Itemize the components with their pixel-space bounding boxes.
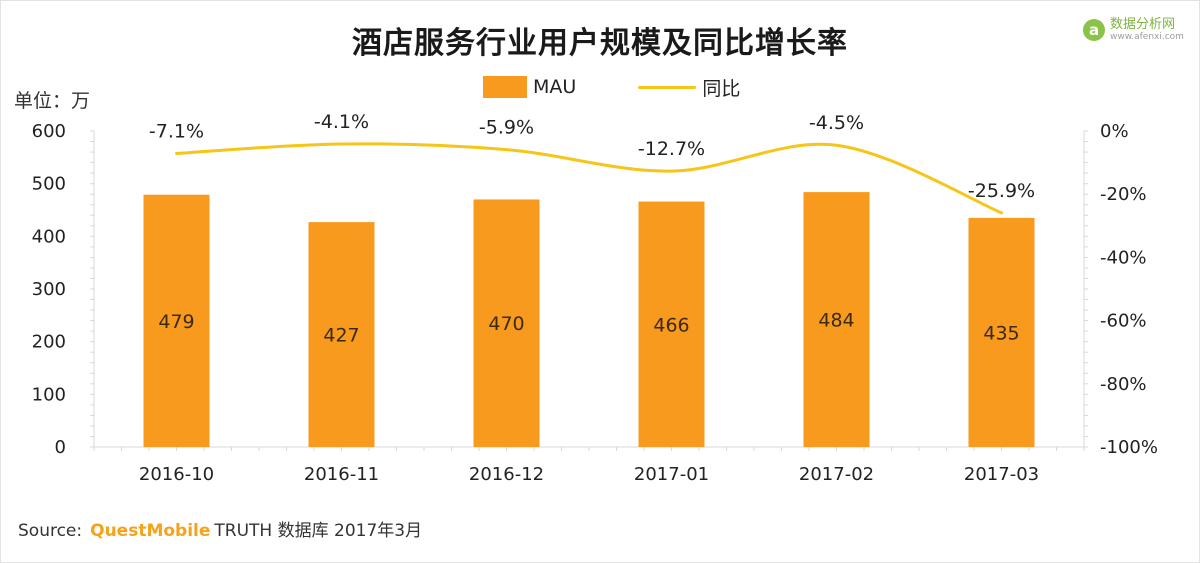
legend: MAU 同比	[483, 74, 740, 100]
line-value-label: -7.1%	[149, 120, 204, 142]
line-value-label: -12.7%	[638, 138, 705, 160]
y-left-tick-label: 500	[32, 174, 66, 195]
line-value-label: -4.1%	[314, 111, 369, 133]
bar-mau	[473, 199, 540, 447]
line-value-label: -4.5%	[809, 112, 864, 134]
y-left-tick-label: 200	[32, 332, 66, 353]
y-right-tick-label: -60%	[1100, 311, 1147, 332]
legend-line-label: 同比	[702, 77, 741, 100]
y-left-tick-label: 0	[55, 437, 66, 458]
source-suffix: TRUTH 数据库 2017年3月	[214, 521, 423, 541]
x-tick-label: 2017-03	[964, 464, 1039, 485]
bar-mau	[143, 194, 210, 447]
x-tick-label: 2016-10	[139, 464, 214, 485]
watermark-text: 数据分析网 www.afenxi.com	[1110, 18, 1184, 42]
x-tick-label: 2017-02	[799, 464, 874, 485]
line-value-label: -25.9%	[968, 180, 1035, 202]
x-tick-label: 2017-01	[634, 464, 709, 485]
bar-mau	[308, 222, 375, 447]
bar-mau	[803, 192, 870, 447]
watermark-sub: www.afenxi.com	[1110, 32, 1184, 42]
line-yoy	[175, 142, 1003, 215]
y-right-tick-label: -100%	[1100, 437, 1158, 458]
bar-value-label: 427	[323, 325, 359, 347]
axes: 0 100 200 300 400 500 600 -100% -80% -60% -40% -20%…	[32, 121, 1158, 485]
line-value-label: -5.9%	[479, 117, 534, 139]
legend-bar-swatch	[483, 76, 527, 98]
source-prefix: Source:	[18, 521, 83, 541]
watermark: a 数据分析网 www.afenxi.com	[1083, 18, 1184, 42]
data-labels: 479 427 470 466 484 435 -7.1% -4.1% -5.9% -12.7% -…	[149, 111, 1035, 347]
y-left-tick-label: 600	[32, 121, 66, 142]
y-left-tick-label: 300	[32, 279, 66, 300]
y-right-tick-label: -40%	[1100, 247, 1147, 268]
bar-value-label: 435	[983, 322, 1019, 344]
unit-label: 单位：万	[14, 90, 91, 112]
bar-value-label: 479	[158, 311, 194, 333]
y-left-tick-label: 100	[32, 384, 66, 405]
source-brand: QuestMobile	[90, 521, 211, 541]
bar-mau	[968, 217, 1035, 447]
legend-bar-label: MAU	[533, 76, 577, 98]
legend-line-swatch	[638, 85, 697, 89]
y-right-tick-label: -20%	[1100, 184, 1147, 205]
bar-value-label: 470	[488, 313, 524, 335]
bars	[143, 192, 1035, 447]
bar-mau	[638, 201, 705, 447]
bar-value-label: 466	[653, 314, 689, 336]
y-right-tick-label: -80%	[1100, 374, 1147, 395]
x-tick-label: 2016-12	[469, 464, 544, 485]
x-tick-label: 2016-11	[304, 464, 379, 485]
source-note: Source: QuestMobile TRUTH 数据库 2017年3月	[18, 516, 422, 541]
bar-value-label: 484	[818, 310, 854, 332]
line-series	[175, 142, 1003, 215]
watermark-main: 数据分析网	[1110, 17, 1176, 32]
y-left-tick-label: 400	[32, 226, 66, 247]
watermark-logo-icon: a	[1083, 19, 1105, 41]
y-right-tick-label: 0%	[1100, 121, 1129, 142]
chart-title: 酒店服务行业用户规模及同比增长率	[352, 26, 848, 61]
